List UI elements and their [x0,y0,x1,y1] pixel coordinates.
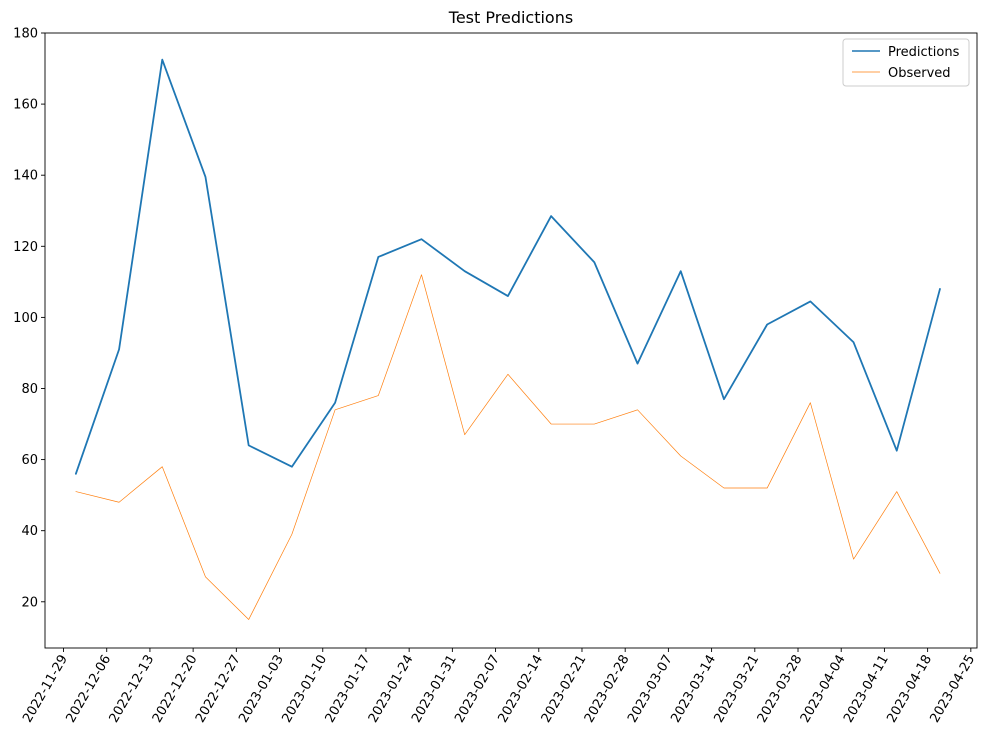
y-tick-label: 20 [21,595,38,610]
series-layer [74,58,941,620]
plot-area [44,32,978,649]
x-tick-label: 2023-04-11 [841,653,892,726]
y-tick-label: 140 [13,169,38,184]
x-tick-label: 2023-01-10 [279,653,330,726]
y-tick-label: 80 [21,382,38,397]
x-tick-label: 2023-02-28 [582,653,633,726]
x-tick-label: 2023-02-21 [539,653,590,726]
y-tick-label: 120 [13,240,38,255]
x-tick-label: 2023-01-24 [366,653,417,726]
series-line-observed [75,274,941,620]
x-tick-label: 2023-03-21 [711,653,762,726]
y-tick-label: 180 [13,27,38,42]
x-tick-label: 2022-12-13 [107,653,158,726]
x-tick-label: 2023-04-25 [928,653,979,726]
x-tick-label: 2023-02-14 [495,653,546,726]
x-tick-label: 2023-02-07 [452,653,503,726]
x-tick-label: 2023-03-07 [625,653,676,726]
legend: Predictions Observed [842,38,970,87]
x-tick-label: 2022-12-20 [150,653,201,726]
series-line-predictions [74,58,941,475]
y-tick-label: 100 [13,311,38,326]
x-tick-label: 2022-12-06 [63,653,114,726]
chart-title: Test Predictions [448,8,573,27]
x-tick-label: 2023-01-17 [323,653,374,726]
y-tick-label: 40 [21,524,38,539]
y-tick-label: 160 [13,98,38,113]
x-tick-label: 2023-03-14 [668,653,719,726]
x-tick-label: 2022-11-29 [20,653,71,726]
legend-label-observed: Observed [888,66,951,81]
x-tick-label: 2023-04-04 [798,653,849,726]
x-tick-label: 2023-04-18 [884,653,935,726]
x-tick-label: 2023-01-03 [236,653,287,726]
legend-label-predictions: Predictions [888,45,960,60]
y-axis: 20 40 60 80 100 120 140 160 180 [13,27,45,610]
y-tick-label: 60 [21,453,38,468]
x-axis: 2022-11-292022-12-062022-12-132022-12-20… [20,648,978,725]
x-tick-label: 2023-01-31 [409,653,460,726]
x-tick-label: 2023-03-28 [755,653,806,726]
x-tick-label: 2022-12-27 [193,653,244,726]
